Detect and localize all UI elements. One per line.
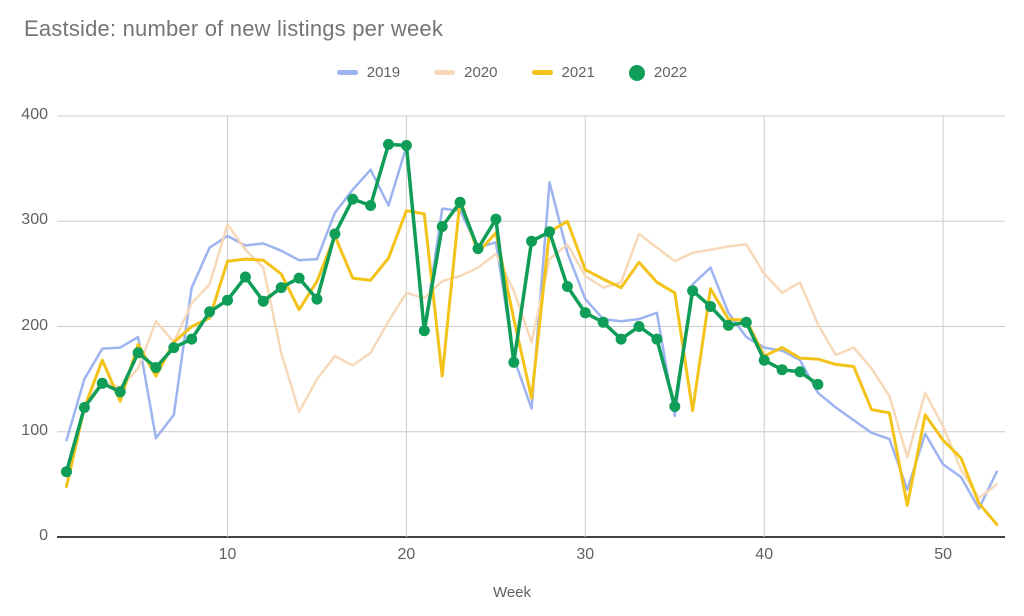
y-tick-label: 300: [21, 211, 48, 229]
data-point-marker-2022: [490, 213, 502, 225]
legend-label: 2022: [653, 64, 688, 81]
data-point-marker-2022: [794, 366, 806, 378]
y-tick-label: 200: [21, 316, 48, 334]
data-point-marker-2022: [78, 402, 90, 413]
data-point-marker-2022: [436, 221, 448, 232]
y-tick-label: 0: [39, 527, 48, 544]
data-point-marker-2022: [204, 306, 216, 318]
x-tick-label: 20: [397, 546, 416, 563]
data-point-marker-2022: [776, 364, 788, 376]
data-point-marker-2022: [239, 271, 251, 283]
legend-item-2020: 2020: [434, 64, 498, 81]
legend-line-swatch-2021: [531, 70, 553, 75]
data-point-marker-2022: [222, 294, 233, 306]
data-point-marker-2022: [758, 354, 770, 366]
data-point-marker-2022: [257, 295, 269, 307]
data-point-marker-2022: [96, 377, 108, 389]
data-point-marker-2022: [400, 140, 412, 151]
data-point-marker-2022: [454, 196, 466, 208]
legend-item-2022: 2022: [628, 64, 688, 81]
data-point-marker-2022: [687, 285, 699, 297]
series-line-2019: [65, 145, 999, 510]
data-point-marker-2022: [633, 321, 645, 332]
data-point-marker-2022: [186, 333, 198, 345]
data-point-marker-2022: [61, 466, 72, 478]
data-point-marker-2022: [615, 333, 627, 345]
data-point-marker-2022: [275, 282, 287, 294]
data-point-marker-2022: [508, 356, 520, 368]
series-line-2022: [64, 142, 820, 474]
data-point-marker-2022: [114, 386, 126, 398]
data-point-marker-2022: [365, 200, 377, 211]
legend: 2019 2020 2021 2022: [0, 64, 1024, 81]
data-point-marker-2022: [705, 301, 716, 312]
data-point-marker-2022: [383, 138, 394, 150]
legend-label: 2019: [366, 64, 401, 81]
data-point-marker-2022: [526, 235, 538, 247]
data-point-marker-2022: [150, 362, 162, 373]
data-point-marker-2022: [168, 342, 180, 354]
data-point-marker-2022: [740, 316, 752, 328]
data-point-marker-2022: [132, 347, 144, 359]
series-line-2021: [65, 197, 999, 526]
legend-dot-swatch-2022: [628, 64, 645, 81]
data-point-marker-2022: [579, 307, 591, 319]
legend-line-swatch-2019: [336, 70, 358, 75]
data-point-marker-2022: [544, 226, 555, 238]
x-tick-label: 30: [576, 546, 595, 563]
legend-item-2021: 2021: [531, 64, 595, 81]
x-tick-label: 50: [934, 546, 952, 563]
y-tick-label: 400: [21, 106, 48, 123]
data-point-marker-2022: [722, 319, 734, 331]
data-point-marker-2022: [651, 333, 663, 345]
y-tick-label: 100: [21, 421, 48, 439]
data-point-marker-2022: [347, 193, 359, 205]
legend-item-2019: 2019: [336, 64, 401, 81]
data-point-marker-2022: [597, 316, 609, 328]
data-point-marker-2022: [472, 243, 484, 255]
series-line-2020: [83, 223, 999, 500]
data-point-marker-2022: [329, 228, 341, 240]
chart-title: Eastside: number of new listings per wee…: [24, 16, 444, 41]
data-point-marker-2022: [418, 325, 430, 337]
legend-line-swatch-2020: [434, 70, 456, 75]
legend-label: 2021: [561, 64, 595, 81]
x-axis-title: Week: [492, 584, 532, 601]
data-point-marker-2022: [561, 281, 573, 292]
data-point-marker-2022: [293, 272, 305, 284]
legend-label: 2020: [464, 64, 498, 81]
data-point-marker-2022: [812, 378, 824, 390]
x-tick-label: 10: [218, 546, 237, 563]
data-point-marker-2022: [311, 293, 323, 305]
x-tick-label: 40: [755, 546, 774, 563]
data-point-marker-2022: [669, 401, 681, 412]
